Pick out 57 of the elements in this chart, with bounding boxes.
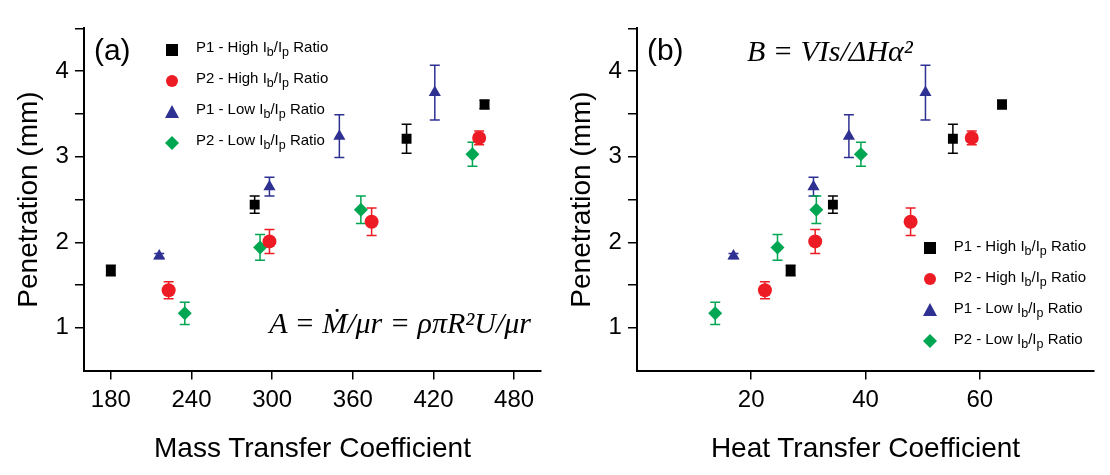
y-tick-label: 2 — [608, 226, 622, 254]
y-axis-title: Penetration (mm) — [564, 91, 596, 308]
point — [708, 306, 723, 321]
y-axis-title: Penetration (mm) — [11, 91, 43, 308]
point — [364, 214, 379, 229]
annotation: B = VIs/ΔHα² — [746, 34, 914, 68]
x-tick-label: 20 — [737, 384, 765, 412]
point — [919, 85, 932, 97]
point — [428, 85, 441, 97]
point — [263, 179, 276, 191]
point — [853, 147, 868, 162]
point — [465, 147, 480, 162]
point — [401, 133, 412, 144]
y-tick-label: 1 — [608, 312, 622, 340]
x-tick-label: 420 — [413, 384, 454, 412]
legend-label: P1 - High I$_{b}$/I$_{p}$ Ratio — [953, 235, 1086, 260]
x-tick-label: 300 — [252, 384, 293, 412]
x-tick-label: 40 — [852, 384, 879, 412]
legend-label: P1 - Low I$_{b}$/I$_{p}$ Ratio — [195, 99, 325, 124]
x-axis-title: Heat Transfer Coefficient — [710, 431, 1021, 463]
x-tick-label: 60 — [966, 384, 994, 412]
x-tick-label: 480 — [494, 384, 535, 412]
point — [770, 240, 785, 255]
legend-label: P1 - High I$_{b}$/I$_{p}$ Ratio — [195, 37, 329, 62]
point — [153, 248, 166, 260]
legend-label: P2 - High I$_{b}$/I$_{p}$ Ratio — [195, 68, 329, 93]
legend-label: P2 - Low I$_{b}$/I$_{p}$ Ratio — [195, 130, 325, 155]
y-tick-label: 4 — [55, 55, 69, 83]
point — [262, 234, 277, 249]
x-tick-label: 360 — [332, 384, 373, 412]
annotation: A = Ṁ/μr = ρπR²U/μr — [267, 306, 532, 340]
point — [353, 202, 368, 217]
y-tick-label: 1 — [55, 312, 69, 340]
point — [333, 129, 346, 140]
x-tick-label: 180 — [90, 384, 131, 412]
point — [842, 129, 855, 140]
y-tick-label: 4 — [608, 55, 622, 83]
point — [947, 133, 958, 144]
legend-label: P1 - Low I$_{b}$/I$_{p}$ Ratio — [953, 297, 1083, 322]
point — [808, 234, 823, 249]
annotation: (a) — [93, 32, 131, 66]
y-tick-label: 3 — [55, 141, 69, 169]
legend-label: P2 - Low I$_{b}$/I$_{p}$ Ratio — [953, 328, 1083, 353]
point — [807, 179, 820, 191]
x-tick-label: 240 — [171, 384, 212, 412]
point — [727, 248, 740, 260]
point — [903, 214, 918, 229]
point — [827, 199, 838, 210]
point — [249, 199, 260, 210]
x-axis-title: Mass Transfer Coefficient — [154, 431, 472, 463]
point — [253, 240, 268, 255]
legend-label: P2 - High I$_{b}$/I$_{p}$ Ratio — [953, 266, 1086, 291]
y-tick-label: 3 — [608, 141, 622, 169]
annotation: (b) — [646, 32, 684, 66]
y-tick-label: 2 — [55, 226, 69, 254]
point — [177, 306, 192, 321]
point — [809, 202, 824, 217]
